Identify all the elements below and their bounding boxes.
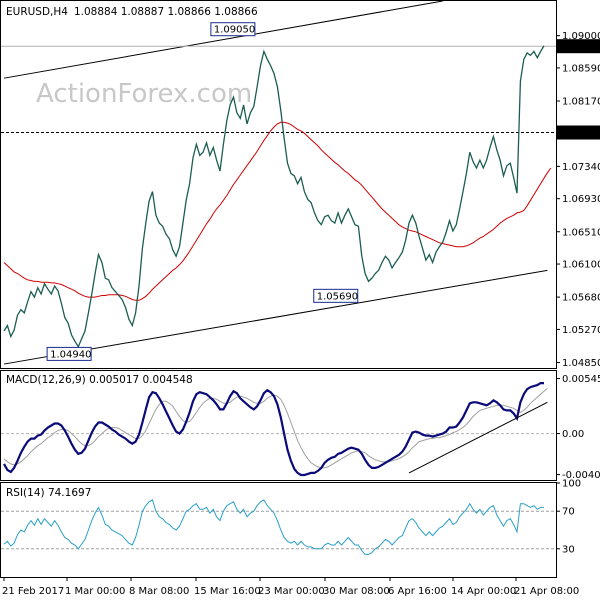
level-label: 1.07770 <box>560 128 600 139</box>
rsi-title: RSI(14) 74.1697 <box>6 487 91 499</box>
price-y-tick-label: 1.04850 <box>562 358 600 369</box>
price-y-tick-label: 1.08590 <box>562 63 600 74</box>
price-y-tick-label: 1.06100 <box>562 260 600 271</box>
macd-y-tick-label: 0.00 <box>562 429 584 440</box>
x-tick-label: 21 Feb 2017 <box>2 586 64 597</box>
rsi-y-tick-label: 100 <box>562 479 581 490</box>
annotation-label: 1.04940 <box>50 349 91 360</box>
macd-panel-frame <box>1 371 557 481</box>
last-price-label: 1.08866 <box>560 42 600 53</box>
rsi-panel: 100 70 30 RSI(14) 74.1697 <box>1 479 582 578</box>
x-tick-label: 21 Apr 08:00 <box>514 586 579 597</box>
annotation-label: 1.05690 <box>317 291 358 302</box>
price-y-tick-label: 1.05680 <box>562 293 600 304</box>
x-tick-label: 23 Mar 00:00 <box>258 586 325 597</box>
x-tick-label: 14 Apr 00:00 <box>451 586 516 597</box>
rsi-y-tick-label: 30 <box>562 544 575 555</box>
x-tick-label: 15 Mar 16:00 <box>194 586 261 597</box>
price-ohlc: 1.08884 1.08887 1.08866 1.08866 <box>74 6 258 18</box>
x-tick-label: 30 Mar 08:00 <box>323 586 390 597</box>
price-y-tick-label: 1.06510 <box>562 227 600 238</box>
x-tick-label: 1 Mar 00:00 <box>65 586 125 597</box>
price-panel: ActionForex.com 1.090001.085901.081701.0… <box>1 1 600 369</box>
x-tick-label: 8 Mar 08:00 <box>129 586 189 597</box>
price-title: EURUSD,H4 1.08884 1.08887 1.08866 1.08866 <box>6 6 258 18</box>
price-panel-frame <box>1 1 557 369</box>
macd-panel: 0.0054530.00-0.00406 MACD(12,26,9) 0.005… <box>1 371 600 482</box>
annotation-label: 1.09050 <box>214 25 255 36</box>
price-symbol: EURUSD,H4 <box>6 6 68 18</box>
macd-title: MACD(12,26,9) 0.005017 0.004548 <box>6 374 193 386</box>
price-y-tick-label: 1.06930 <box>562 194 600 205</box>
price-y-tick-label: 1.05270 <box>562 325 600 336</box>
rsi-y-tick-label: 70 <box>562 507 575 518</box>
price-y-tick-label: 1.07340 <box>562 162 600 173</box>
watermark: ActionForex.com <box>36 79 252 109</box>
macd-y-tick-label: 0.005453 <box>562 374 600 385</box>
price-y-tick-label: 1.08170 <box>562 97 600 108</box>
x-tick-label: 6 Apr 16:00 <box>388 586 447 597</box>
